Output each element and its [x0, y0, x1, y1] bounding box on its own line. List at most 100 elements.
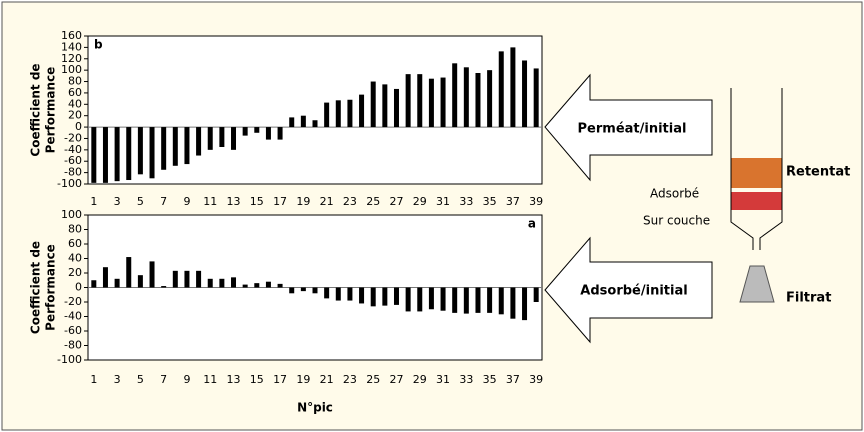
y-tick-label: 100	[61, 208, 82, 221]
bar	[359, 287, 365, 304]
bar	[487, 70, 493, 128]
bar	[126, 127, 132, 181]
bar	[440, 77, 446, 128]
bar	[370, 287, 376, 307]
bar	[91, 127, 97, 183]
column-wall	[759, 88, 783, 250]
bar	[510, 287, 516, 319]
bar	[161, 127, 167, 170]
column-wall	[730, 88, 754, 250]
x-tick-label: 25	[366, 373, 380, 386]
bar	[324, 102, 330, 128]
x-tick-label: 27	[389, 195, 403, 208]
x-tick-label: 13	[227, 195, 241, 208]
bar	[289, 287, 295, 294]
y-tick-label: -60	[64, 154, 82, 167]
bar	[161, 286, 167, 288]
y-tick-label: 80	[68, 223, 82, 236]
bar	[207, 127, 213, 150]
x-tick-label: 19	[296, 373, 310, 386]
bar	[324, 287, 330, 299]
bar	[207, 278, 213, 288]
bar	[219, 127, 225, 147]
bar	[114, 127, 120, 182]
x-tick-label: 19	[296, 195, 310, 208]
y-tick-label: 140	[61, 40, 82, 53]
bar	[102, 267, 108, 288]
y-tick-label: 40	[68, 252, 82, 265]
y-tick-label: 60	[68, 86, 82, 99]
x-tick-label: 21	[320, 195, 334, 208]
x-tick-label: 17	[273, 373, 287, 386]
bar	[149, 261, 155, 288]
y-tick-label: -40	[64, 143, 82, 156]
bar	[452, 63, 458, 128]
bar	[335, 287, 341, 301]
bar	[428, 78, 434, 128]
bar	[242, 127, 248, 136]
bar	[347, 99, 353, 128]
bar	[522, 287, 528, 321]
label: Adsorbé	[650, 187, 699, 201]
x-tick-label: 1	[90, 373, 97, 386]
x-tick-label: 11	[203, 373, 217, 386]
bar	[172, 127, 178, 166]
y-tick-label: 20	[68, 266, 82, 279]
y-tick-label: 160	[61, 29, 82, 42]
y-axis-label: Coefficient de	[29, 63, 43, 156]
bar	[533, 287, 539, 302]
adsorbed-layer	[731, 192, 782, 210]
x-axis-label: N°pic	[297, 401, 333, 415]
bar	[184, 127, 190, 165]
bar	[370, 81, 376, 128]
bar	[126, 257, 132, 288]
retentat-layer	[731, 158, 782, 188]
bar	[463, 287, 469, 314]
y-tick-label: 0	[75, 281, 82, 294]
bar	[242, 284, 248, 288]
arrow	[544, 236, 713, 344]
bar	[428, 287, 434, 310]
x-tick-label: 15	[250, 373, 264, 386]
y-tick-label: -20	[64, 295, 82, 308]
bar	[289, 117, 295, 128]
panel-label: b	[94, 38, 103, 52]
x-tick-label: 29	[413, 373, 427, 386]
y-axis-label: Performance	[44, 67, 58, 154]
bar	[359, 94, 365, 128]
x-tick-label: 31	[436, 195, 450, 208]
bar	[254, 283, 260, 288]
bar	[440, 287, 446, 311]
x-tick-label: 17	[273, 195, 287, 208]
x-tick-label: 37	[506, 373, 520, 386]
y-tick-label: -80	[64, 339, 82, 352]
bar	[91, 280, 97, 288]
y-tick-label: 120	[61, 52, 82, 65]
y-axis-label: Coefficient de	[29, 241, 43, 334]
y-tick-label: -100	[57, 177, 82, 190]
bar	[475, 73, 481, 128]
x-tick-label: 37	[506, 195, 520, 208]
bar	[265, 127, 271, 140]
bar	[405, 74, 411, 128]
bar	[184, 270, 190, 288]
bar	[137, 127, 143, 175]
bar	[463, 67, 469, 128]
x-tick-label: 11	[203, 195, 217, 208]
y-tick-label: -20	[64, 131, 82, 144]
bar	[300, 287, 306, 292]
bar	[393, 88, 399, 128]
bar	[231, 127, 237, 150]
x-tick-label: 35	[483, 373, 497, 386]
x-tick-label: 13	[227, 373, 241, 386]
bar	[335, 100, 341, 128]
bar	[452, 287, 458, 313]
bar	[102, 127, 108, 183]
bar	[382, 287, 388, 306]
bar	[417, 287, 423, 312]
x-tick-label: 39	[529, 373, 543, 386]
label: Retentat	[786, 165, 850, 180]
x-tick-label: 15	[250, 195, 264, 208]
arrow-label: Perméat/initial	[578, 122, 687, 137]
